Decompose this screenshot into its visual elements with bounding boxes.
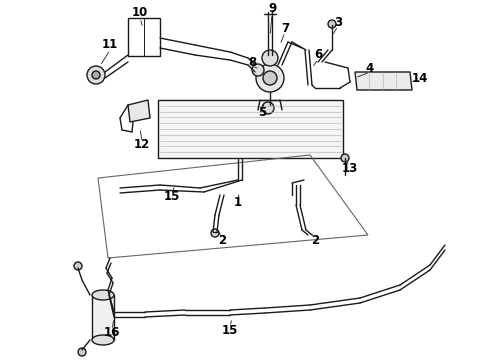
- Text: 2: 2: [311, 234, 319, 247]
- Circle shape: [263, 71, 277, 85]
- Text: 11: 11: [102, 39, 118, 51]
- Text: 5: 5: [258, 105, 266, 118]
- Text: 6: 6: [314, 49, 322, 62]
- Text: 12: 12: [134, 139, 150, 152]
- Text: 8: 8: [248, 55, 256, 68]
- Bar: [128, 18, 160, 56]
- Circle shape: [262, 102, 274, 114]
- Text: 15: 15: [222, 324, 238, 337]
- Circle shape: [252, 64, 264, 76]
- Text: 7: 7: [281, 22, 289, 35]
- Circle shape: [92, 71, 100, 79]
- Circle shape: [78, 348, 86, 356]
- Text: 9: 9: [268, 3, 276, 15]
- Text: 14: 14: [412, 72, 428, 85]
- Circle shape: [74, 262, 82, 270]
- Text: 15: 15: [164, 190, 180, 203]
- Circle shape: [341, 154, 349, 162]
- Circle shape: [262, 50, 278, 66]
- Ellipse shape: [92, 290, 114, 300]
- Circle shape: [256, 64, 284, 92]
- Circle shape: [87, 66, 105, 84]
- Text: 16: 16: [104, 327, 120, 339]
- Circle shape: [211, 229, 219, 237]
- Text: 13: 13: [342, 162, 358, 175]
- Text: 4: 4: [366, 62, 374, 75]
- Polygon shape: [128, 100, 150, 122]
- Bar: [158, 100, 343, 158]
- Circle shape: [328, 20, 336, 28]
- Text: 3: 3: [334, 15, 342, 28]
- Polygon shape: [355, 72, 412, 90]
- Text: 10: 10: [132, 6, 148, 19]
- Text: 1: 1: [234, 195, 242, 208]
- Bar: [92, 295, 114, 340]
- Text: 2: 2: [218, 234, 226, 247]
- Ellipse shape: [92, 335, 114, 345]
